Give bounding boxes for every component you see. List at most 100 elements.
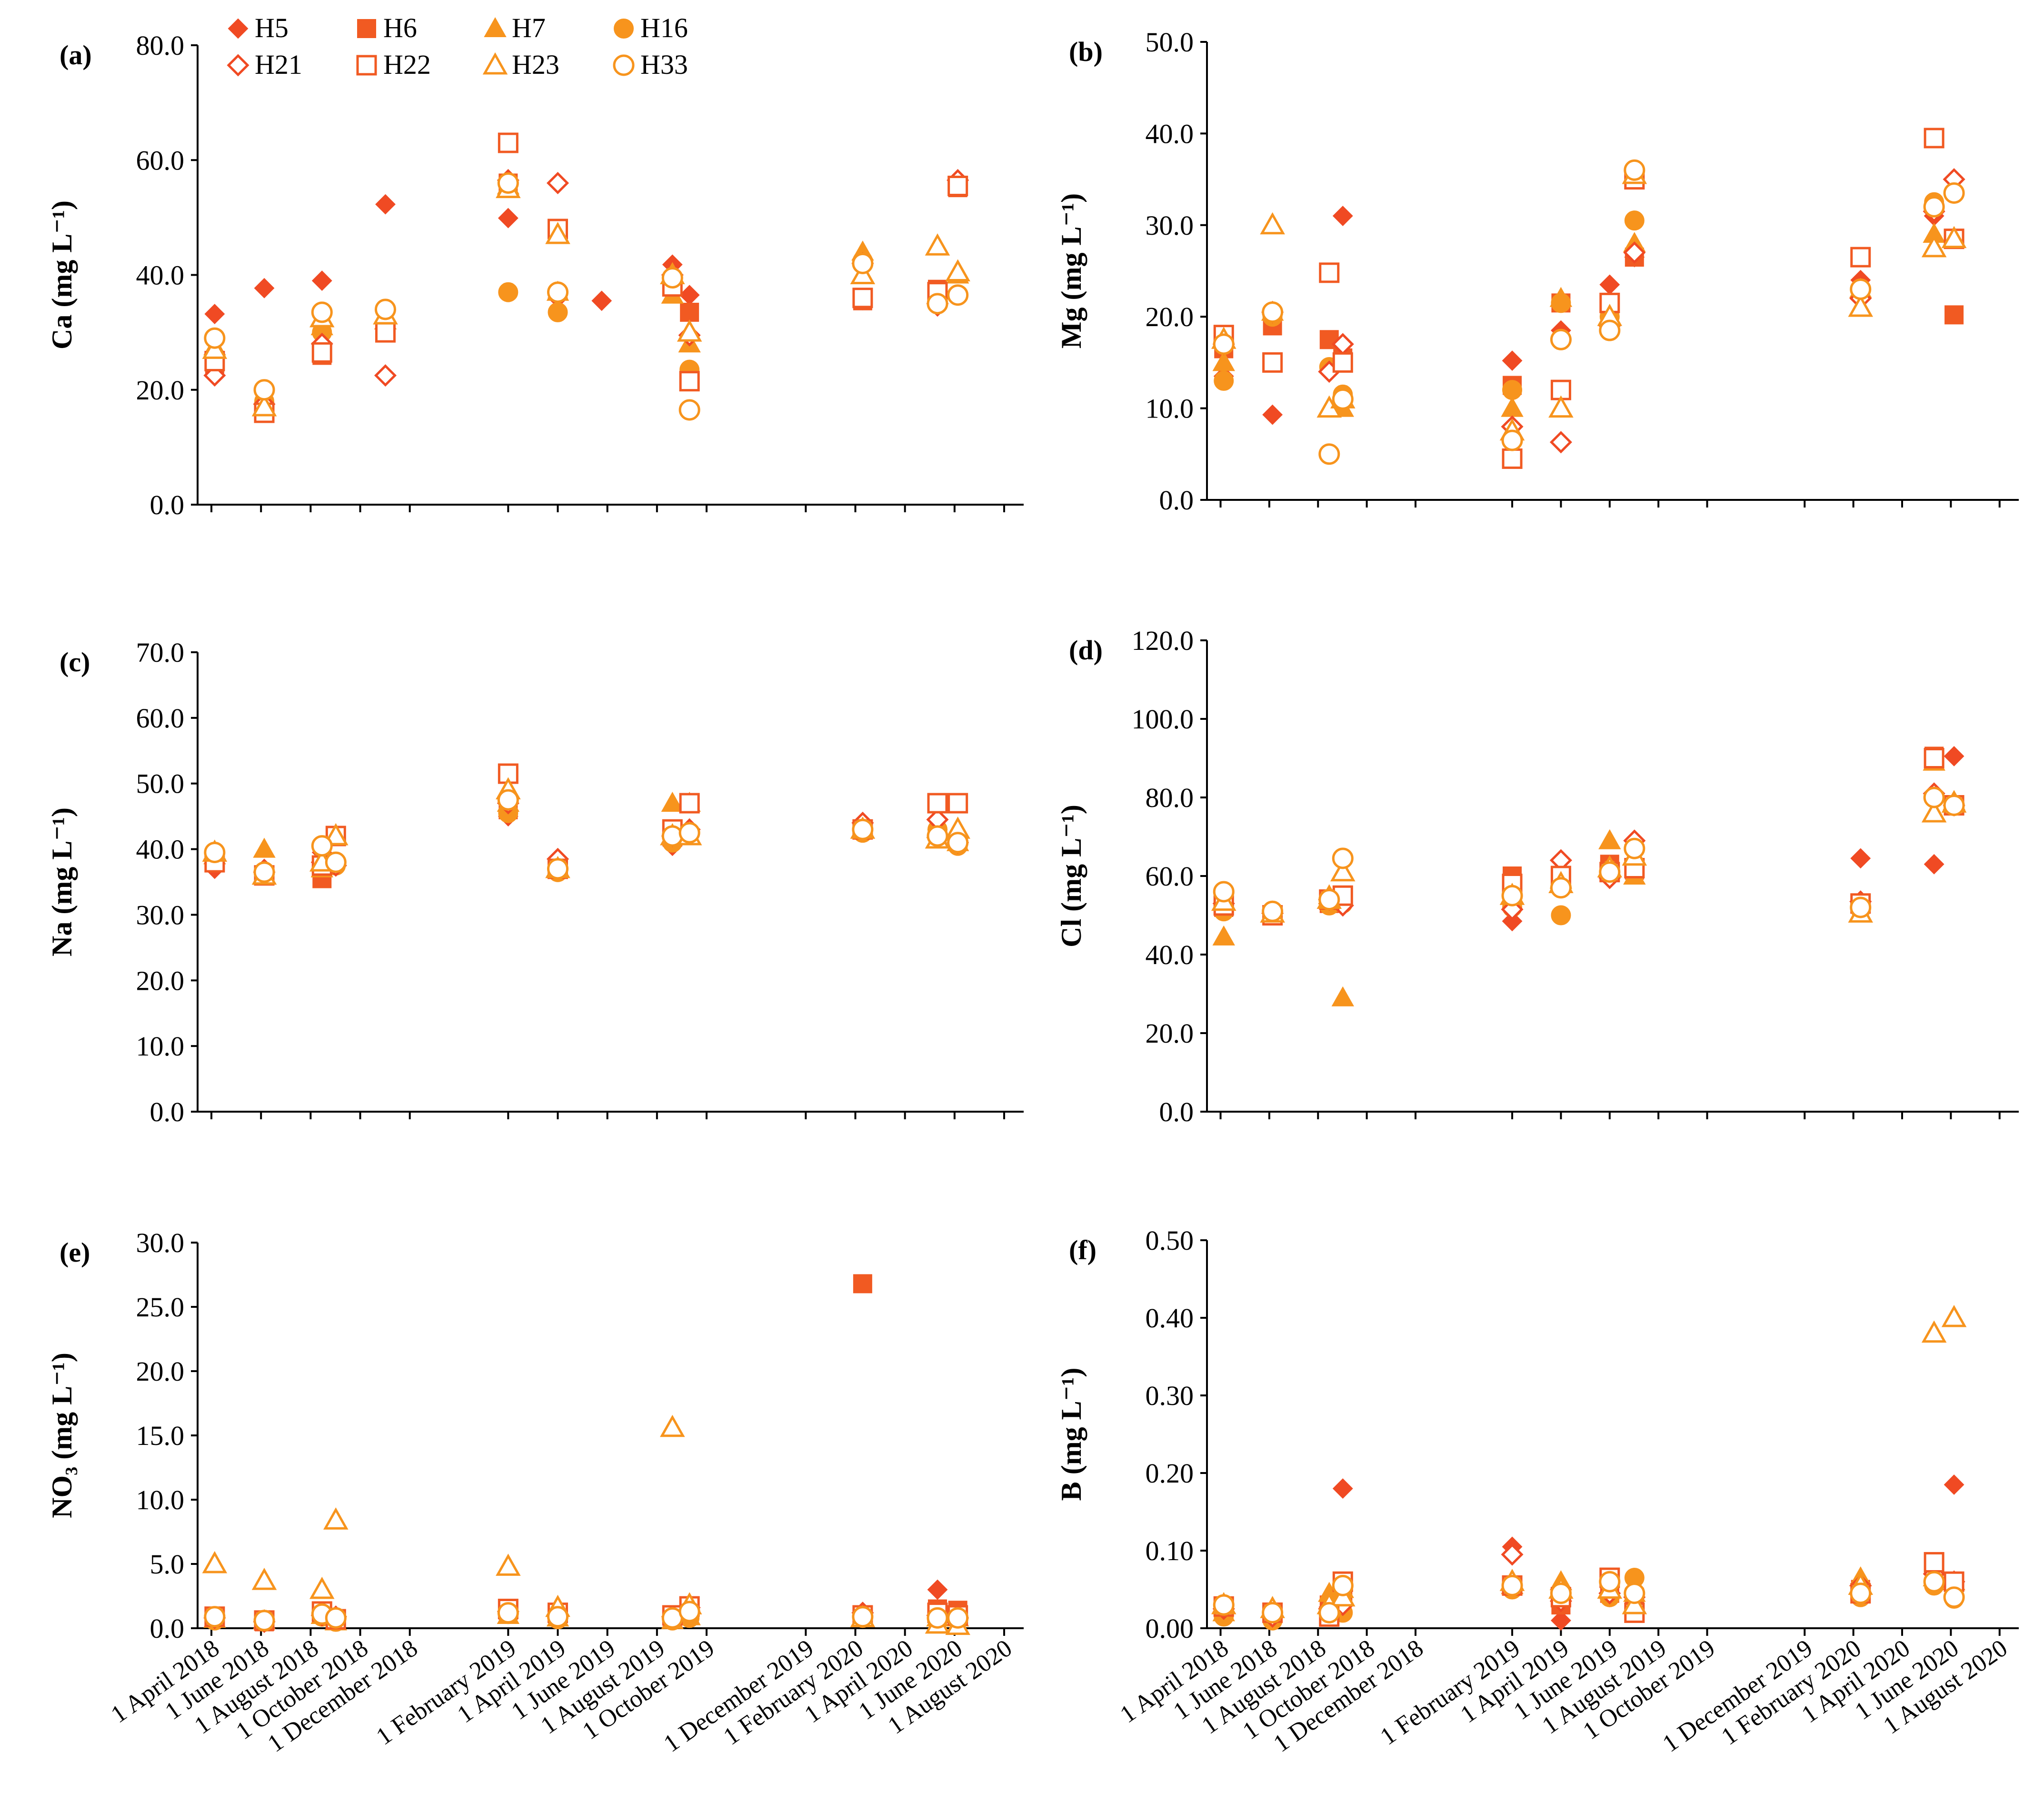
data-point-h16 bbox=[1502, 380, 1523, 400]
legend-item-h7: H7 bbox=[484, 12, 546, 43]
y-tick-label: 100.0 bbox=[1132, 704, 1194, 735]
y-tick-label: 0.0 bbox=[1159, 485, 1194, 516]
data-point-h33 bbox=[1213, 1594, 1235, 1616]
data-point-h22 bbox=[1332, 885, 1353, 906]
data-point-h33 bbox=[852, 1606, 874, 1628]
data-point-h23 bbox=[1921, 235, 1947, 258]
data-point-h7 bbox=[1598, 829, 1621, 849]
y-axis-title: NO₃ (mg L⁻¹) bbox=[46, 1353, 78, 1518]
data-point-h16 bbox=[548, 302, 568, 322]
data-point-h33 bbox=[852, 818, 874, 840]
legend-marker bbox=[228, 18, 249, 39]
y-tick-label: 15.0 bbox=[136, 1420, 185, 1451]
legend-item-h5: H5 bbox=[228, 12, 289, 43]
data-point-h21 bbox=[1549, 431, 1572, 454]
data-point-h22 bbox=[1924, 128, 1944, 149]
legend-marker bbox=[482, 52, 508, 75]
data-point-h33 bbox=[1850, 278, 1872, 300]
data-point-h22 bbox=[498, 132, 518, 153]
data-point-h33 bbox=[927, 825, 948, 847]
data-point-h22 bbox=[852, 288, 873, 309]
data-point-h5 bbox=[1262, 404, 1283, 425]
y-axis-title: Cl (mg L⁻¹) bbox=[1056, 805, 1087, 947]
data-point-h5 bbox=[679, 285, 700, 306]
legend-item-h23: H23 bbox=[482, 49, 559, 80]
data-point-h23 bbox=[1941, 1304, 1967, 1327]
data-point-h33 bbox=[325, 1607, 347, 1629]
panel-label: (a) bbox=[60, 40, 92, 70]
data-point-h5 bbox=[1599, 274, 1620, 295]
y-tick-label: 20.0 bbox=[1146, 301, 1194, 332]
data-point-h23 bbox=[925, 233, 950, 256]
data-point-h22 bbox=[927, 793, 948, 814]
data-point-h22 bbox=[679, 371, 700, 392]
data-point-h23 bbox=[545, 221, 570, 244]
data-point-h16 bbox=[1551, 905, 1571, 926]
y-tick-label: 30.0 bbox=[1146, 210, 1194, 241]
y-tick-label: 120.0 bbox=[1132, 625, 1194, 656]
y-tick-label: 50.0 bbox=[1146, 27, 1194, 58]
data-point-h33 bbox=[1262, 900, 1284, 922]
y-tick-label: 25.0 bbox=[136, 1292, 185, 1323]
data-point-h33 bbox=[547, 1606, 569, 1628]
data-point-h33 bbox=[547, 858, 569, 880]
y-tick-label: 0.50 bbox=[1146, 1225, 1194, 1256]
data-point-h23 bbox=[251, 394, 277, 417]
data-point-h33 bbox=[1501, 429, 1523, 451]
y-axis-title: Na (mg L⁻¹) bbox=[46, 807, 78, 956]
data-point-h33 bbox=[497, 789, 519, 811]
legend-item-h16: H16 bbox=[614, 12, 688, 43]
chart-panel-e: 0.0 5.0 10.0 15.0 20.0 25.0 30.0 NO₃ (mg L⁻¹) (e… bbox=[46, 1227, 1024, 1644]
data-point-h5 bbox=[254, 278, 275, 299]
data-point-h7 bbox=[1501, 397, 1524, 417]
legend: H5 H6 H7 H16 H21 H22 H23 H33 bbox=[227, 12, 688, 80]
data-point-h33 bbox=[852, 252, 874, 274]
y-tick-label: 40.0 bbox=[136, 260, 185, 291]
data-point-h21 bbox=[374, 364, 397, 387]
data-point-h22 bbox=[947, 176, 968, 197]
data-point-h7 bbox=[253, 837, 276, 858]
data-point-h23 bbox=[1260, 212, 1285, 235]
data-point-h5 bbox=[1502, 911, 1523, 932]
data-point-h22 bbox=[1924, 1552, 1944, 1573]
data-point-h33 bbox=[1923, 787, 1945, 808]
data-point-h33 bbox=[678, 399, 700, 421]
y-tick-label: 20.0 bbox=[136, 965, 185, 996]
chart-panel-d: 0.0 20.0 40.0 60.0 80.0 100.0 120.0 Cl (mg L⁻¹)… bbox=[1056, 625, 2019, 1127]
data-point-h33 bbox=[1599, 861, 1621, 883]
data-point-h33 bbox=[661, 267, 683, 289]
y-tick-label: 70.0 bbox=[136, 637, 185, 668]
data-point-h5 bbox=[1502, 350, 1523, 371]
data-point-h5 bbox=[204, 304, 225, 324]
y-axis-title: Mg (mg L⁻¹) bbox=[1056, 193, 1087, 348]
data-point-h33 bbox=[253, 861, 275, 883]
data-point-h33 bbox=[1501, 1574, 1523, 1596]
panel-label: (b) bbox=[1069, 36, 1103, 67]
data-point-h23 bbox=[945, 259, 970, 281]
data-point-h33 bbox=[947, 832, 969, 854]
data-point-h23 bbox=[323, 1507, 349, 1530]
data-point-h22 bbox=[1850, 247, 1871, 268]
data-point-h21 bbox=[1501, 1543, 1524, 1566]
data-point-h33 bbox=[497, 1602, 519, 1624]
data-point-h33 bbox=[1318, 1602, 1340, 1623]
y-tick-label: 50.0 bbox=[136, 768, 185, 799]
legend-marker bbox=[613, 54, 635, 76]
data-point-h21 bbox=[1623, 241, 1646, 264]
legend-label: H33 bbox=[640, 49, 688, 80]
y-tick-label: 20.0 bbox=[1146, 1018, 1194, 1049]
data-point-h33 bbox=[204, 327, 226, 349]
panel-label: (c) bbox=[60, 647, 90, 677]
data-point-h5 bbox=[375, 194, 396, 215]
data-point-h23 bbox=[496, 1553, 521, 1576]
data-point-h33 bbox=[374, 299, 396, 320]
data-point-h23 bbox=[1921, 800, 1947, 823]
y-tick-label: 80.0 bbox=[136, 30, 185, 61]
data-point-h33 bbox=[1213, 881, 1235, 903]
y-axis-title: Ca (mg L⁻¹) bbox=[46, 200, 78, 349]
legend-label: H21 bbox=[255, 49, 302, 80]
data-point-h23 bbox=[1848, 294, 1874, 317]
data-point-h7 bbox=[1212, 925, 1235, 946]
data-point-h5 bbox=[1850, 848, 1871, 869]
